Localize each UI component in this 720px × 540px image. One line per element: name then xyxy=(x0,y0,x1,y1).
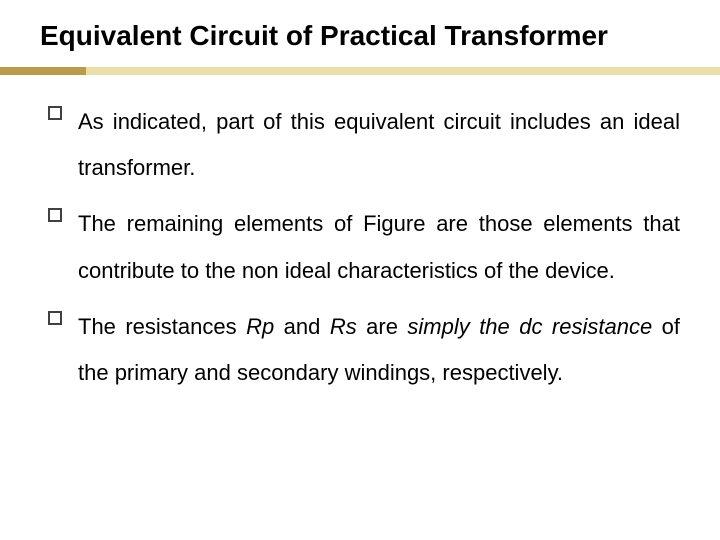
text-run: As indicated, part of this equivalent ci… xyxy=(78,109,680,180)
bullet-text: As indicated, part of this equivalent ci… xyxy=(78,99,680,191)
bullet-text: The remaining elements of Figure are tho… xyxy=(78,201,680,293)
text-run: are xyxy=(357,314,408,339)
square-bullet-icon xyxy=(48,106,62,120)
italic-run: Rp xyxy=(246,314,274,339)
bullet-item: As indicated, part of this equivalent ci… xyxy=(48,99,680,191)
accent-right-segment xyxy=(86,67,720,75)
text-run: and xyxy=(274,314,330,339)
accent-line xyxy=(0,67,720,75)
text-run: The remaining elements of Figure are tho… xyxy=(78,211,680,282)
square-bullet-icon xyxy=(48,311,62,325)
italic-run: Rs xyxy=(330,314,357,339)
bullet-text: The resistances Rp and Rs are simply the… xyxy=(78,304,680,396)
bullet-item: The resistances Rp and Rs are simply the… xyxy=(48,304,680,396)
slide-title: Equivalent Circuit of Practical Transfor… xyxy=(40,18,680,53)
title-block: Equivalent Circuit of Practical Transfor… xyxy=(0,0,720,61)
square-bullet-icon xyxy=(48,208,62,222)
text-run: The resistances xyxy=(78,314,246,339)
content-area: As indicated, part of this equivalent ci… xyxy=(0,75,720,426)
accent-left-segment xyxy=(0,67,86,75)
bullet-item: The remaining elements of Figure are tho… xyxy=(48,201,680,293)
italic-run: simply the dc resistance xyxy=(407,314,652,339)
